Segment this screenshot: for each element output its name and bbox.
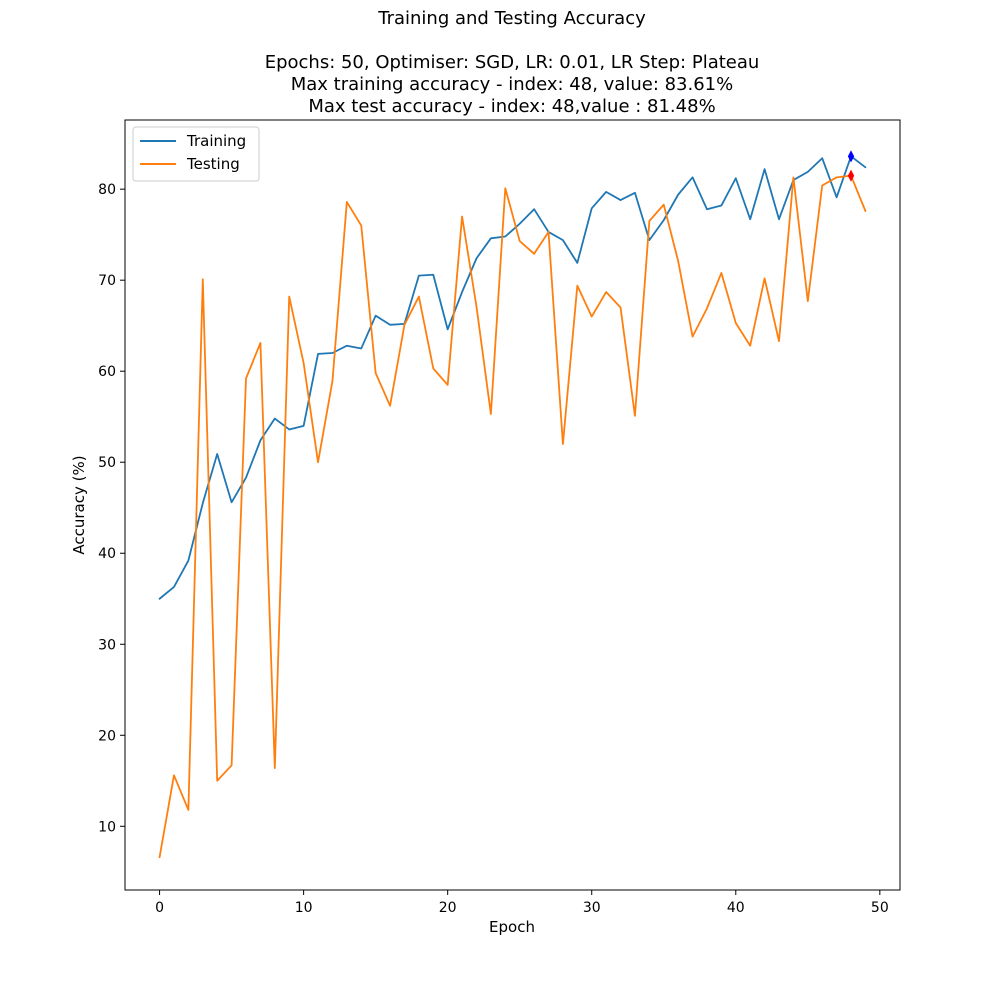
x-tick-label: 50 bbox=[871, 900, 889, 916]
y-tick-label: 50 bbox=[98, 455, 116, 471]
x-tick-label: 40 bbox=[727, 900, 745, 916]
x-axis-label: Epoch bbox=[489, 918, 535, 936]
max-marker-training bbox=[847, 150, 855, 163]
y-tick-label: 70 bbox=[98, 273, 116, 289]
x-tick-label: 10 bbox=[295, 900, 313, 916]
chart-title-group: Training and Testing Accuracy Epochs: 50… bbox=[265, 8, 760, 117]
y-axis: 10 20 30 40 50 60 70 80 bbox=[98, 182, 125, 835]
series-line-training bbox=[158, 155, 867, 600]
y-tick-label: 80 bbox=[98, 182, 116, 198]
plot-area bbox=[124, 119, 901, 891]
chart-subtitle-line-3: Max test accuracy - index: 48,value : 81… bbox=[308, 96, 715, 117]
y-tick-label: 20 bbox=[98, 728, 116, 744]
legend-label-testing: Testing bbox=[186, 155, 240, 173]
chart-subtitle-line-2: Max training accuracy - index: 48, value… bbox=[291, 74, 734, 95]
y-tick-label: 40 bbox=[98, 546, 116, 562]
y-axis-label: Accuracy (%) bbox=[70, 455, 88, 554]
chart-title: Training and Testing Accuracy bbox=[377, 8, 646, 29]
plot-frame bbox=[124, 119, 901, 891]
y-tick-label: 60 bbox=[98, 364, 116, 380]
legend: Training Testing bbox=[132, 126, 260, 182]
y-tick-label: 30 bbox=[98, 637, 116, 653]
x-tick-label: 20 bbox=[439, 900, 457, 916]
chart-subtitle-line-1: Epochs: 50, Optimiser: SGD, LR: 0.01, LR… bbox=[265, 52, 760, 73]
series-line-testing bbox=[158, 174, 867, 859]
legend-label-training: Training bbox=[186, 132, 246, 150]
marker-layer bbox=[847, 150, 855, 182]
x-axis: 0 10 20 30 40 50 bbox=[155, 890, 889, 916]
x-tick-label: 30 bbox=[583, 900, 601, 916]
max-marker-testing bbox=[847, 169, 855, 182]
x-tick-label: 0 bbox=[155, 900, 164, 916]
y-tick-label: 10 bbox=[98, 819, 116, 835]
series-layer bbox=[158, 155, 867, 859]
